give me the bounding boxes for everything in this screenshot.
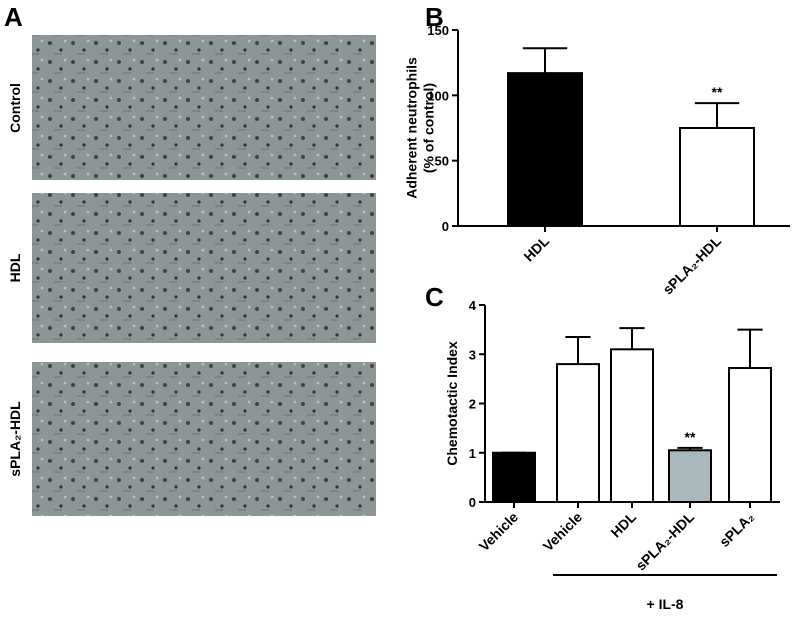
panel-label: A xyxy=(4,2,23,32)
bar xyxy=(556,363,600,503)
row-label: sPLA₂-HDL xyxy=(7,401,23,477)
bar xyxy=(728,367,772,504)
bar xyxy=(492,451,536,503)
row-label: HDL xyxy=(7,253,23,282)
y-axis-label: Adherent neutrophils xyxy=(404,57,420,199)
panel-label: C xyxy=(425,282,444,312)
y-tick-label: 3 xyxy=(469,347,476,362)
bar xyxy=(668,449,712,504)
y-tick-label: 100 xyxy=(427,88,449,103)
y-tick-label: 150 xyxy=(427,23,449,38)
micrograph xyxy=(32,35,376,180)
x-tick-label: HDL xyxy=(520,232,552,264)
group-label: + IL-8 xyxy=(647,596,684,612)
micrograph xyxy=(32,362,376,516)
x-tick-label: sPLA₂ xyxy=(716,509,757,550)
bar xyxy=(507,72,583,228)
y-tick-label: 4 xyxy=(469,298,477,313)
y-tick-label: 0 xyxy=(469,495,476,510)
row-label: Control xyxy=(7,83,23,133)
y-axis-label: Chemotactic Index xyxy=(444,341,460,466)
y-tick-label: 0 xyxy=(442,219,449,234)
panel-label: B xyxy=(425,2,444,32)
x-tick-label: HDL xyxy=(607,508,639,540)
value-annotation: ** xyxy=(712,84,723,100)
y-axis-label: (% of control) xyxy=(421,83,437,173)
x-tick-label: Vehicle xyxy=(540,509,586,555)
y-tick-label: 1 xyxy=(469,446,476,461)
y-tick-label: 50 xyxy=(435,154,449,169)
bar xyxy=(610,348,654,504)
x-tick-label: Vehicle xyxy=(476,509,522,555)
x-tick-label: sPLA₂-HDL xyxy=(659,232,724,297)
micrograph xyxy=(32,193,376,343)
value-annotation: ** xyxy=(685,429,696,445)
bar xyxy=(679,127,755,227)
y-tick-label: 2 xyxy=(469,397,476,412)
x-tick-label: sPLA₂-HDL xyxy=(632,508,697,573)
